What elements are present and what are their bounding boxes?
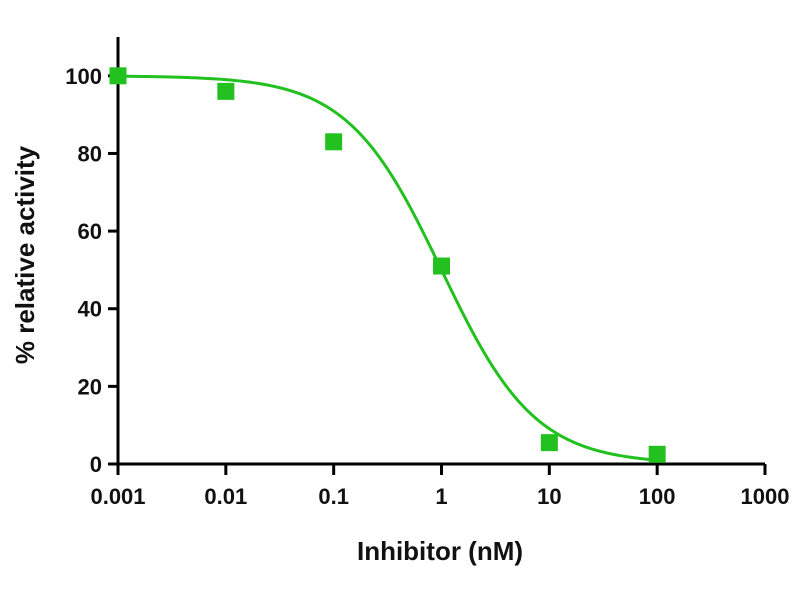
x-tick-label: 100 xyxy=(639,484,676,509)
data-points xyxy=(109,67,666,463)
y-tick-label: 60 xyxy=(78,219,102,244)
x-tick-label: 10 xyxy=(537,484,561,509)
x-tick-label: 1000 xyxy=(741,484,790,509)
x-axis: 0.001 0.01 0.1 1 10 100 1000 xyxy=(90,462,790,509)
x-tick-label: 0.001 xyxy=(90,484,145,509)
x-tick-label: 0.01 xyxy=(204,484,247,509)
y-tick-label: 100 xyxy=(65,64,102,89)
data-point xyxy=(325,133,343,151)
x-axis-title: Inhibitor (nM) xyxy=(357,536,523,566)
y-axis-title: % relative activity xyxy=(10,145,40,364)
y-axis: 0 20 40 60 80 100 xyxy=(65,37,120,477)
data-point xyxy=(648,445,666,463)
fit-curve-group xyxy=(117,74,658,462)
x-tick-label: 0.1 xyxy=(318,484,349,509)
y-tick-label: 80 xyxy=(78,141,102,166)
data-point xyxy=(433,257,450,275)
x-tick-label: 1 xyxy=(435,484,447,509)
data-point xyxy=(109,67,127,85)
data-point xyxy=(540,434,558,452)
y-tick-label: 40 xyxy=(78,297,102,322)
y-tick-label: 20 xyxy=(78,374,102,399)
data-point xyxy=(217,82,235,100)
y-tick-label: 0 xyxy=(90,452,102,477)
fit-curve xyxy=(117,74,658,462)
